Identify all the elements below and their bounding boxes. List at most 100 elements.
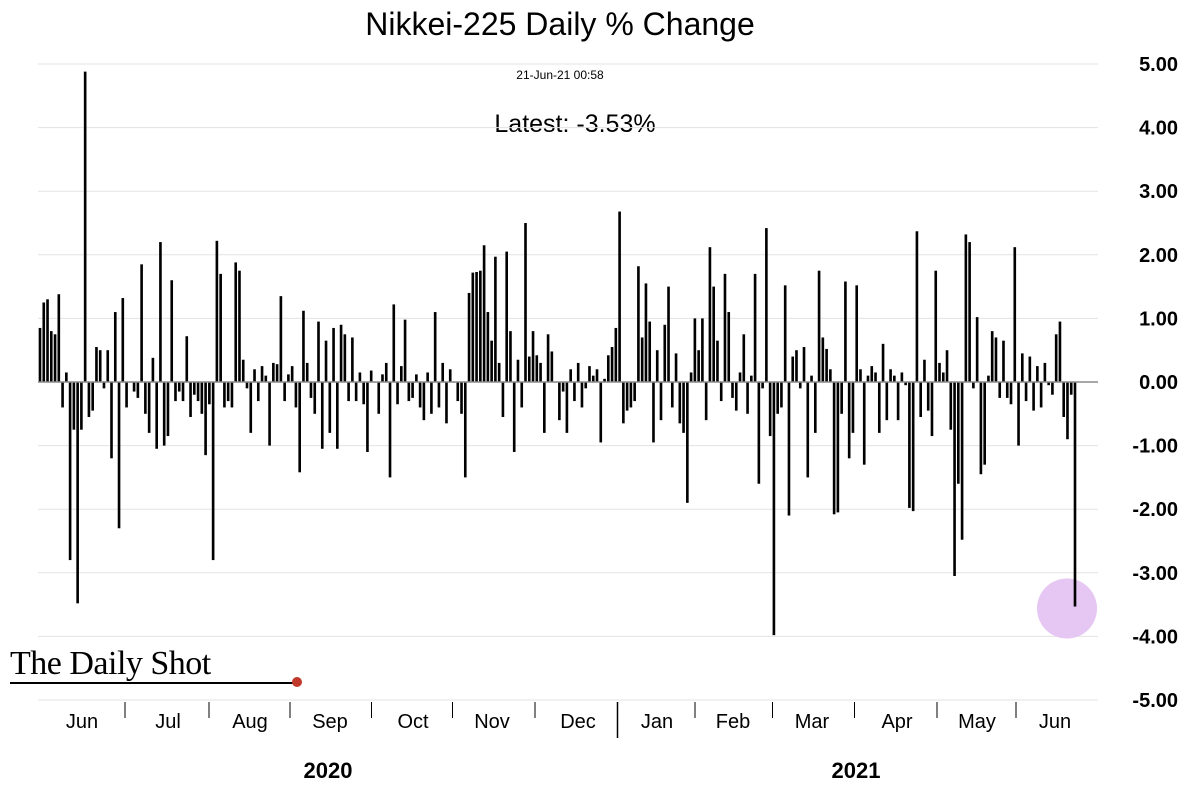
bar (629, 382, 633, 408)
bar (678, 382, 682, 424)
bar (746, 382, 749, 414)
bar (279, 296, 283, 382)
bar (384, 362, 388, 382)
bar (283, 382, 286, 402)
bar (241, 359, 245, 382)
bar (110, 382, 113, 459)
bar (132, 382, 136, 392)
bar (606, 355, 610, 382)
bar (61, 382, 64, 408)
bar (441, 362, 445, 382)
bar (960, 382, 964, 540)
bar (302, 310, 305, 382)
bar (723, 273, 727, 382)
bar (633, 382, 636, 402)
bar (968, 242, 971, 382)
bar (663, 324, 667, 382)
bar (539, 362, 542, 382)
bar (256, 382, 260, 402)
bar (998, 382, 1002, 398)
latest-highlight (1037, 578, 1097, 639)
bar (753, 273, 757, 382)
x-month-label: Mar (795, 711, 830, 733)
bar (832, 382, 836, 515)
bar (1002, 340, 1005, 382)
bar (561, 382, 565, 392)
bar (757, 382, 761, 484)
bar (558, 382, 561, 421)
bar (512, 382, 516, 452)
bar (750, 375, 753, 382)
x-month-label: Jan (641, 711, 673, 733)
bar (591, 375, 595, 382)
bar (287, 374, 290, 382)
y-tick-label: 0.00 (1139, 372, 1178, 394)
bar (829, 369, 832, 382)
bar (418, 382, 422, 408)
bar (704, 382, 708, 421)
bar (810, 375, 813, 382)
bars (38, 71, 1077, 636)
bar (204, 382, 207, 456)
bar (1009, 382, 1013, 405)
bar (1039, 382, 1043, 408)
bar (49, 331, 53, 382)
y-tick-label: 4.00 (1139, 118, 1178, 140)
bar (930, 382, 934, 437)
bar (802, 347, 806, 382)
bar (1036, 366, 1039, 382)
bar (652, 382, 655, 443)
y-tick-label: 2.00 (1139, 245, 1178, 267)
bar (855, 285, 859, 382)
bar (923, 359, 926, 382)
bar (648, 321, 652, 382)
bar (550, 351, 554, 382)
bar (889, 369, 892, 382)
bar (1047, 382, 1050, 386)
bar (456, 382, 460, 402)
bar (926, 382, 930, 411)
bar (313, 382, 317, 414)
bar (324, 340, 328, 382)
bar (618, 211, 621, 382)
bar (433, 312, 437, 382)
bar (1073, 382, 1077, 607)
bar (388, 382, 392, 478)
y-tick-label: -4.00 (1132, 626, 1178, 648)
bar (422, 382, 426, 421)
bar (268, 382, 271, 446)
bar (655, 350, 659, 382)
chart-timestamp: 21-Jun-21 00:58 (516, 68, 604, 82)
daily-shot-logo: The Daily Shot (10, 645, 211, 682)
bar (159, 242, 162, 382)
bar (644, 283, 648, 382)
bar (264, 375, 268, 382)
bar (53, 334, 57, 382)
bar (320, 382, 324, 449)
x-month-label: Feb (716, 711, 750, 733)
bar (399, 366, 403, 382)
bar (83, 71, 87, 382)
bar (885, 382, 889, 421)
bar (174, 382, 177, 402)
bar (768, 382, 772, 437)
bar (166, 382, 170, 437)
bar (223, 382, 226, 408)
bar (411, 382, 414, 398)
x-axis: Jun Jul Aug Sep Oct Nov Dec Jan Feb Mar Apr May Jun 2… (66, 702, 1071, 783)
bar (196, 382, 200, 402)
bar (200, 382, 204, 414)
bar (272, 362, 275, 382)
bar (113, 312, 117, 382)
bar (674, 353, 678, 382)
bar (701, 318, 704, 382)
bar (151, 357, 155, 382)
bar (964, 234, 968, 382)
chart-title: Nikkei-225 Daily % Change (365, 6, 755, 42)
x-year-label: 2021 (832, 758, 881, 783)
bar (1062, 382, 1066, 417)
bar (569, 369, 572, 382)
bar (731, 382, 734, 398)
bar (189, 382, 192, 417)
bar (670, 382, 674, 408)
